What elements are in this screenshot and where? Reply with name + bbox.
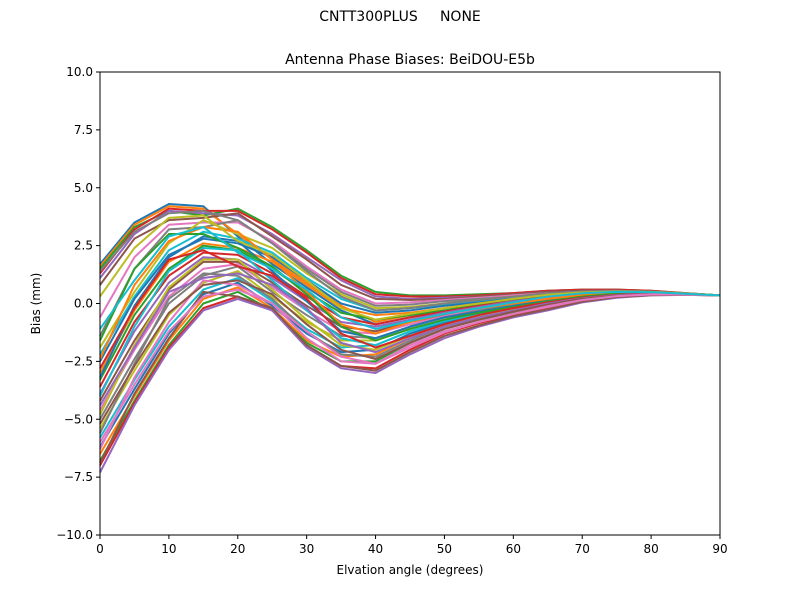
y-axis-label: Bias (mm)	[29, 273, 43, 335]
y-tick-label: 5.0	[74, 181, 93, 195]
figure-suptitle: CNTT300PLUS NONE	[319, 9, 481, 25]
y-tick-label: 7.5	[74, 123, 93, 137]
series-line-s40	[99, 226, 721, 330]
y-tick-label: −10.0	[56, 528, 93, 542]
y-tick-label: 10.0	[66, 65, 93, 79]
y-axis-ticks: −10.0 −7.5 −5.0 −2.5 0.0 2.5 5.0 7.5 10.0	[56, 65, 100, 542]
x-axis-ticks: 0 10 20 30 40 50 60 70 80 90	[96, 535, 728, 556]
series-line-s17	[99, 263, 721, 411]
chart-title: Antenna Phase Biases: BeiDOU-E5b	[285, 52, 535, 68]
x-axis-label: Elvation angle (degrees)	[337, 563, 484, 577]
x-tick-label: 20	[230, 542, 245, 556]
x-tick-label: 70	[575, 542, 590, 556]
series-line-s37	[99, 288, 721, 443]
x-tick-label: 40	[368, 542, 383, 556]
y-tick-label: 0.0	[74, 297, 93, 311]
x-tick-label: 10	[161, 542, 176, 556]
x-tick-label: 50	[437, 542, 452, 556]
series-layer	[99, 202, 721, 473]
x-tick-label: 90	[712, 542, 727, 556]
x-tick-label: 0	[96, 542, 104, 556]
axes-frame	[99, 71, 721, 536]
y-tick-label: 2.5	[74, 239, 93, 253]
y-tick-label: −7.5	[64, 470, 93, 484]
y-tick-label: −2.5	[64, 354, 93, 368]
x-tick-label: 30	[299, 542, 314, 556]
y-tick-label: −5.0	[64, 412, 93, 426]
x-tick-label: 80	[643, 542, 658, 556]
x-tick-label: 60	[506, 542, 521, 556]
